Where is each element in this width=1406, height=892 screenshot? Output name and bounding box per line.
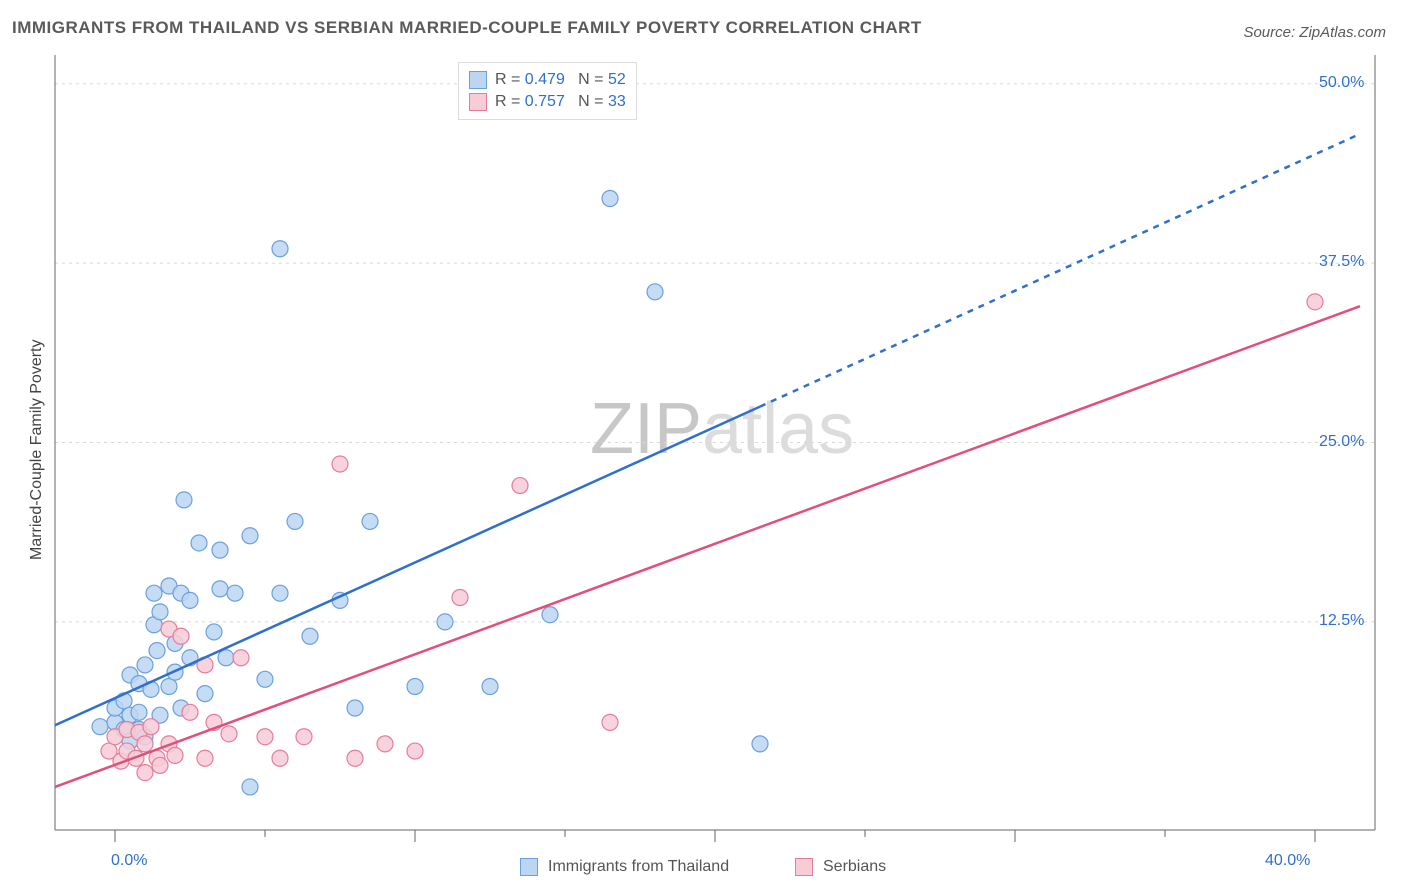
data-point [173,628,189,644]
data-point [221,726,237,742]
data-point [347,750,363,766]
data-point [149,643,165,659]
data-point [257,729,273,745]
y-tick-label: 37.5% [1319,253,1364,271]
data-point [92,719,108,735]
data-point [332,456,348,472]
data-point [191,535,207,551]
legend-row: R = 0.479 N = 52 [469,69,626,91]
data-point [272,750,288,766]
trend-line [55,306,1360,787]
data-point [272,241,288,257]
data-point [242,779,258,795]
legend-swatch [795,858,813,876]
data-point [407,678,423,694]
data-point [287,513,303,529]
data-point [152,757,168,773]
data-point [272,585,288,601]
data-point [377,736,393,752]
x-tick-label: 0.0% [111,852,147,870]
y-tick-label: 25.0% [1319,433,1364,451]
correlation-legend: R = 0.479 N = 52 R = 0.757 N = 33 [458,62,637,120]
series-legend-item: Immigrants from Thailand [520,858,729,876]
data-point [146,585,162,601]
data-point [437,614,453,630]
data-point [197,686,213,702]
series-legend-item: Serbians [795,858,886,876]
trend-line-extrapolated [760,134,1360,407]
data-point [227,585,243,601]
legend-row: R = 0.757 N = 33 [469,91,626,113]
data-point [182,592,198,608]
data-point [257,671,273,687]
data-point [143,719,159,735]
data-point [302,628,318,644]
data-point [182,704,198,720]
data-point [152,604,168,620]
data-point [542,607,558,623]
data-point [137,657,153,673]
data-point [1307,294,1323,310]
data-point [206,624,222,640]
data-point [602,191,618,207]
data-point [212,542,228,558]
data-point [362,513,378,529]
data-point [602,714,618,730]
legend-label: Serbians [823,858,886,876]
y-tick-label: 50.0% [1319,74,1364,92]
scatter-plot [0,0,1406,892]
legend-label: Immigrants from Thailand [548,858,729,876]
data-point [218,650,234,666]
data-point [137,765,153,781]
legend-text: R = 0.479 N = 52 [495,71,626,89]
data-point [137,736,153,752]
y-tick-label: 12.5% [1319,612,1364,630]
data-point [647,284,663,300]
x-tick-label: 40.0% [1265,852,1310,870]
data-point [161,678,177,694]
data-point [167,747,183,763]
data-point [176,492,192,508]
legend-swatch [520,858,538,876]
data-point [347,700,363,716]
data-point [752,736,768,752]
data-point [197,750,213,766]
data-point [233,650,249,666]
data-point [296,729,312,745]
data-point [131,704,147,720]
data-point [512,478,528,494]
legend-swatch [469,71,487,89]
data-point [482,678,498,694]
data-point [452,590,468,606]
legend-text: R = 0.757 N = 33 [495,93,626,111]
data-point [212,581,228,597]
data-point [242,528,258,544]
data-point [407,743,423,759]
legend-swatch [469,93,487,111]
